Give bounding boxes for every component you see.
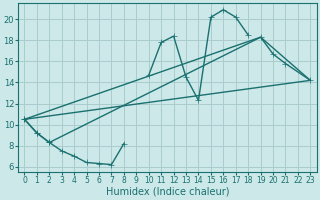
X-axis label: Humidex (Indice chaleur): Humidex (Indice chaleur) bbox=[106, 187, 229, 197]
